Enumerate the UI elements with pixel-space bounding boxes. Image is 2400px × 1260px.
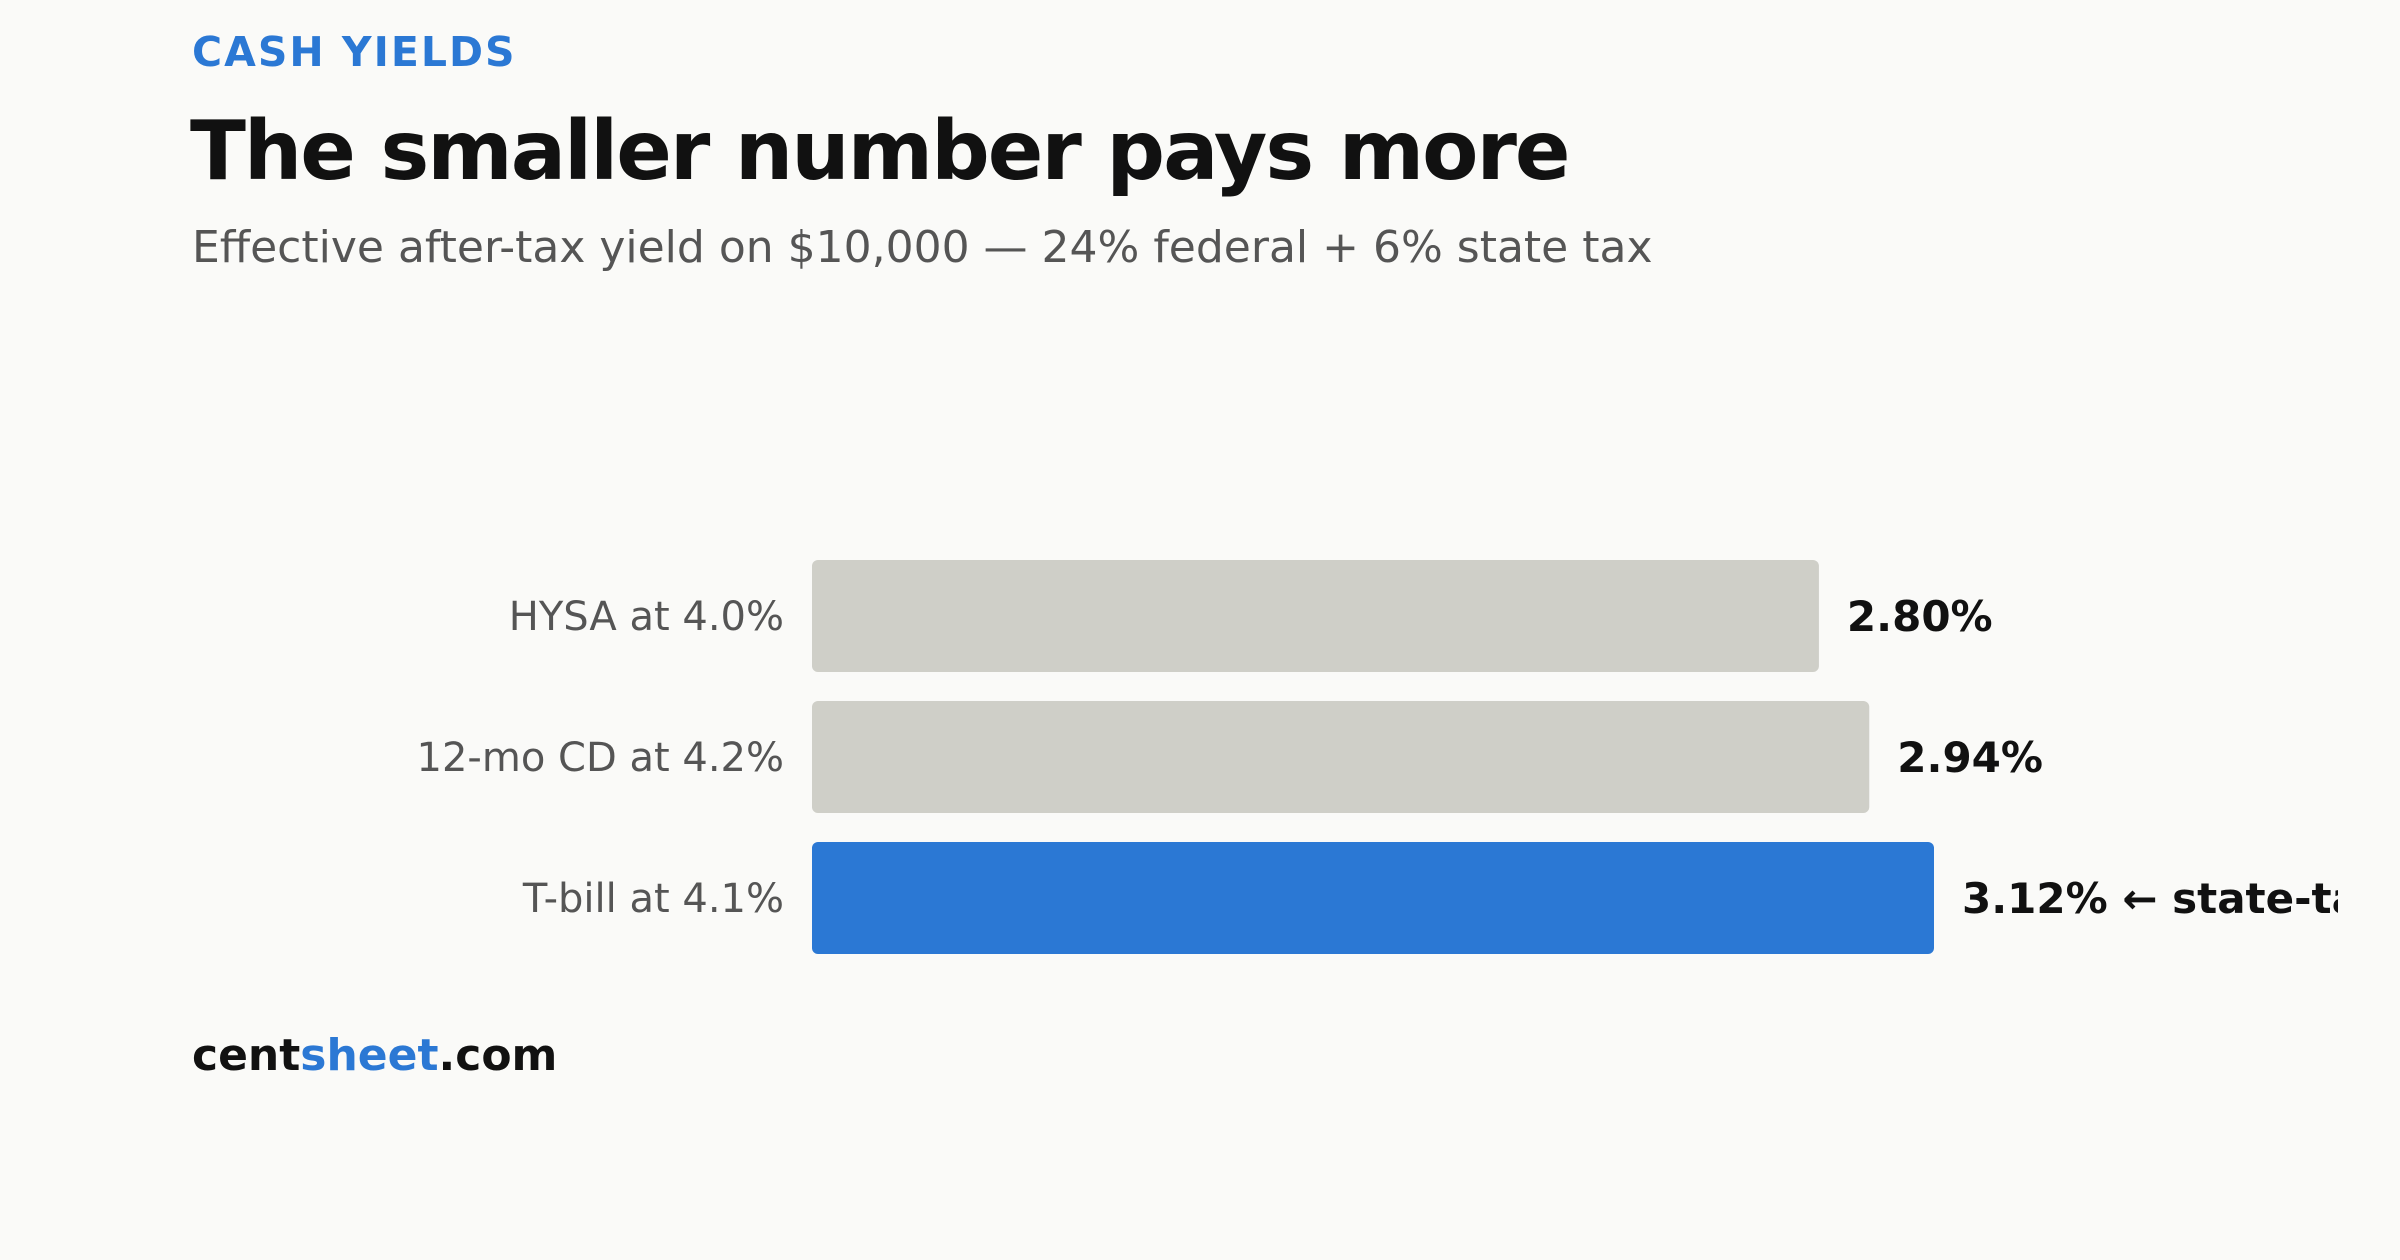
brand-part-sheet: sheet [300,1030,439,1081]
bar-2 [812,842,1934,954]
category-label-0: HYSA at 4.0% [509,594,784,640]
bar-chart-svg: HYSA at 4.0% 2.80% 12-mo CD at 4.2% 2.94% T-… [417,560,2338,954]
bar-1 [812,701,1870,813]
bar-0 [812,560,1819,672]
category-label-2: T-bill at 4.1% [522,876,784,922]
bar-chart: HYSA at 4.0% 2.80% 12-mo CD at 4.2% 2.94% T-… [0,540,2338,980]
brand-part-domain: .com [438,1030,558,1081]
category-label-1: 12-mo CD at 4.2% [417,735,784,781]
value-label-0: 2.80% [1847,592,1993,641]
brand-part-cent: cent [192,1030,301,1081]
value-label-1: 2.94% [1897,733,2043,782]
brand-logo: centsheet.com [192,1030,557,1081]
chart-title: The smaller number pays more [190,104,1571,199]
eyebrow-label: CASH YIELDS [192,28,517,76]
value-label-2: 3.12% ← state-tax [1962,874,2338,923]
chart-subtitle: Effective after-tax yield on $10,000 — 2… [192,222,1653,273]
